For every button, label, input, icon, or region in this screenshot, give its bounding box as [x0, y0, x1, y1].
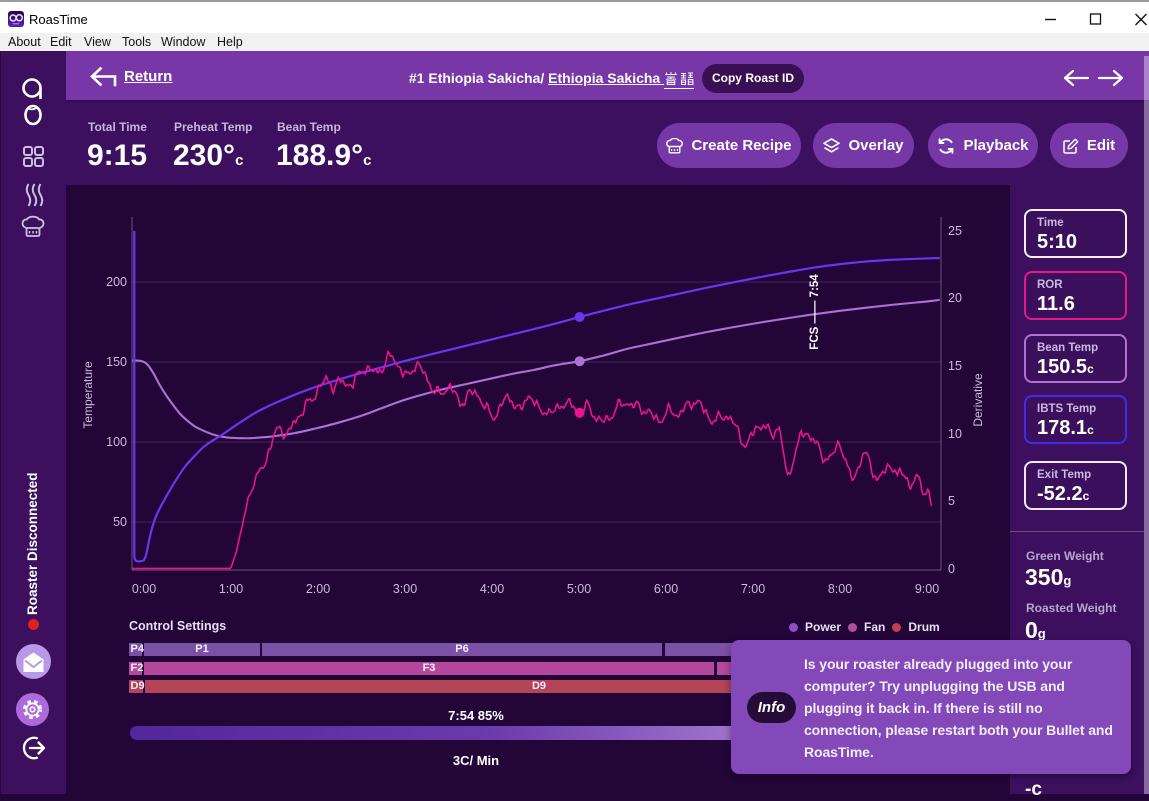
svg-text:4:00: 4:00	[480, 582, 504, 596]
svg-text:0:00: 0:00	[132, 582, 156, 596]
svg-text:9:00: 9:00	[915, 582, 939, 596]
svg-text:Temperature: Temperature	[81, 361, 95, 429]
svg-text:100: 100	[106, 435, 127, 449]
svg-text:15: 15	[948, 359, 962, 373]
svg-text:150: 150	[106, 355, 127, 369]
svg-text:6:00: 6:00	[654, 582, 678, 596]
svg-text:FCS —— 7:54: FCS —— 7:54	[809, 274, 821, 350]
svg-text:200: 200	[106, 275, 127, 289]
svg-text:Derivative: Derivative	[971, 373, 985, 427]
svg-text:3:00: 3:00	[393, 582, 417, 596]
svg-text:10: 10	[948, 427, 962, 441]
svg-text:0: 0	[948, 562, 955, 576]
svg-text:1:00: 1:00	[219, 582, 243, 596]
svg-text:2:00: 2:00	[306, 582, 330, 596]
svg-text:8:00: 8:00	[828, 582, 852, 596]
svg-text:25: 25	[948, 224, 962, 238]
svg-text:50: 50	[113, 515, 127, 529]
svg-text:7:00: 7:00	[741, 582, 765, 596]
svg-text:20: 20	[948, 291, 962, 305]
svg-text:5:00: 5:00	[567, 582, 591, 596]
svg-text:5: 5	[948, 494, 955, 508]
